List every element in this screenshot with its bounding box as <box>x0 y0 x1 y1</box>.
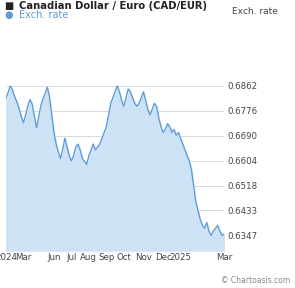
Text: Canadian Dollar / Euro (CAD/EUR): Canadian Dollar / Euro (CAD/EUR) <box>19 1 207 11</box>
Text: ●: ● <box>4 10 13 20</box>
Text: ■: ■ <box>4 1 14 12</box>
Text: © Chartoasis.com: © Chartoasis.com <box>221 276 291 285</box>
Text: Exch. rate: Exch. rate <box>232 7 278 16</box>
Text: Exch. rate: Exch. rate <box>19 10 68 20</box>
